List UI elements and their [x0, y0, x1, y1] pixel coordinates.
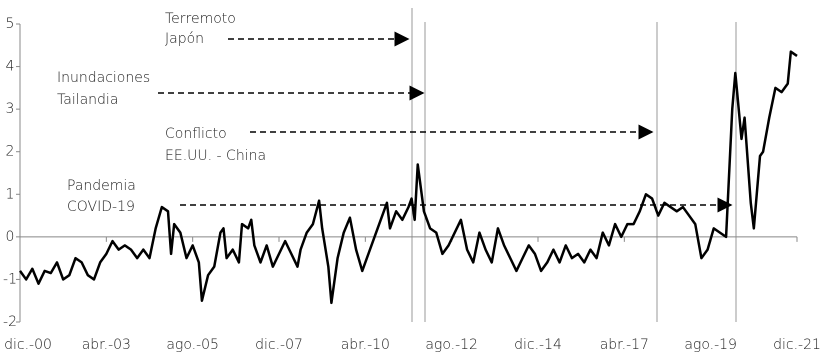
annotation: Terremoto [165, 11, 236, 27]
x-tick-label: abr.-17 [600, 337, 649, 353]
x-tick-label: ago.-05 [166, 337, 219, 353]
y-tick-label: 3 [6, 101, 15, 117]
y-tick-label: -2 [3, 314, 17, 330]
annotation: Conflicto [165, 126, 227, 142]
x-tick-label: abr.-10 [341, 337, 390, 353]
x-tick-label: dic.-21 [773, 337, 821, 353]
annotation: Japón [165, 31, 204, 47]
y-tick-label: -1 [3, 271, 17, 287]
y-tick-label: 2 [6, 144, 15, 160]
annotation: COVID-19 [67, 199, 135, 215]
y-tick-label: 5 [6, 16, 15, 32]
y-tick-label: 4 [6, 59, 15, 75]
x-tick-label: dic.-07 [255, 337, 303, 353]
x-tick-label: ago.-19 [684, 337, 737, 353]
annotation: EE.UU. - China [165, 148, 266, 164]
annotation: Pandemia [67, 178, 136, 194]
x-tick-label: dic.-14 [514, 337, 562, 353]
y-tick-label: 1 [6, 186, 15, 202]
x-tick-label: ago.-12 [425, 337, 478, 353]
x-tick-label: dic.-00 [4, 337, 52, 353]
x-tick-label: abr.-03 [82, 337, 131, 353]
line [18, 50, 798, 305]
annotation: Inundaciones [57, 70, 150, 86]
annotation: Tailandia [57, 92, 118, 108]
y-tick-label: 0 [6, 229, 15, 245]
